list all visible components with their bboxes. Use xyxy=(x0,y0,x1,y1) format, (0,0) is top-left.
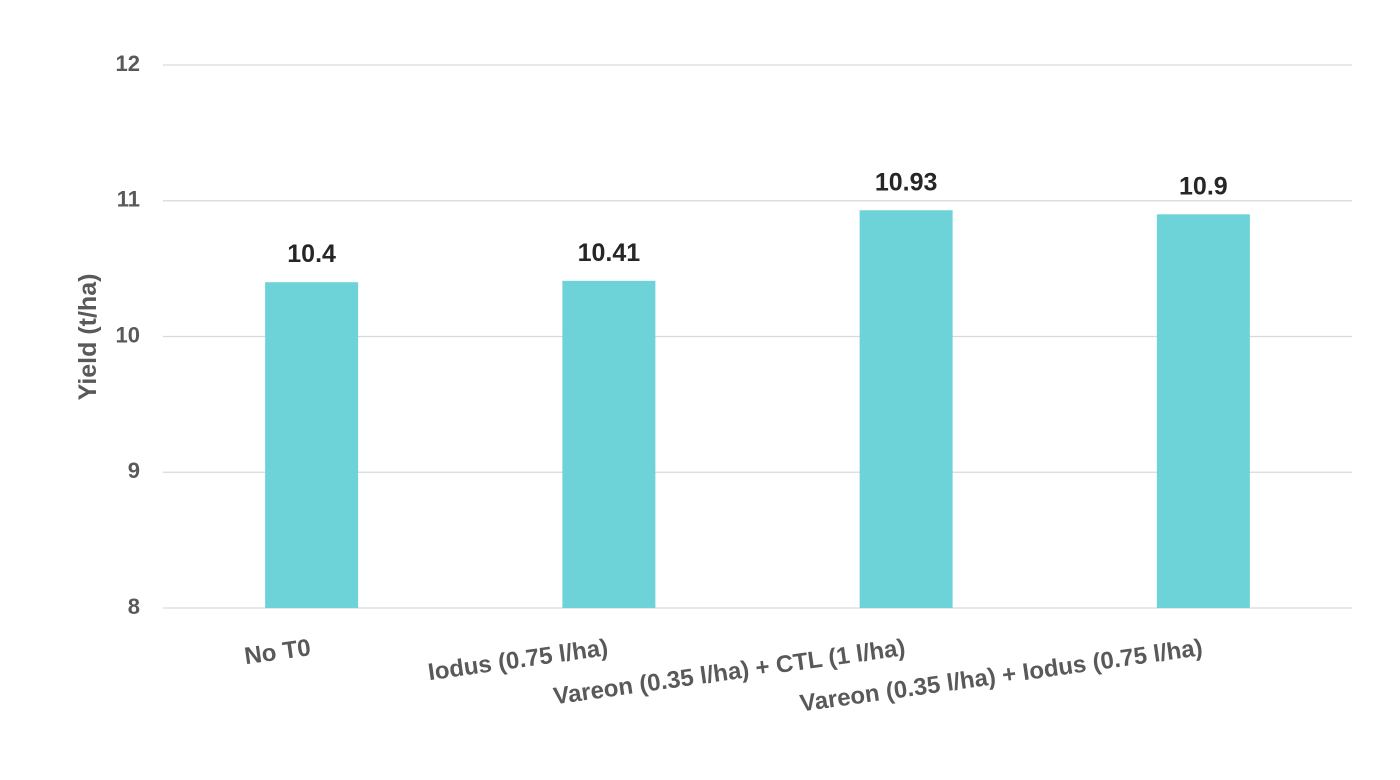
data-label: 10.4 xyxy=(287,240,336,268)
x-tick-label: No T0 xyxy=(243,634,313,670)
y-tick-label: 11 xyxy=(117,187,140,212)
bar xyxy=(562,280,656,608)
data-label: 10.93 xyxy=(875,168,938,196)
y-tick-label: 12 xyxy=(116,51,140,76)
data-label: 10.41 xyxy=(578,239,641,267)
y-tick-label: 10 xyxy=(116,322,140,347)
data-label: 10.9 xyxy=(1179,172,1228,200)
y-tick-label: 9 xyxy=(128,458,140,483)
y-axis-title: Yield (t/ha) xyxy=(74,274,102,401)
bar xyxy=(1156,214,1250,608)
y-tick-label: 8 xyxy=(128,594,140,619)
bar xyxy=(265,282,359,608)
bar xyxy=(859,210,953,608)
